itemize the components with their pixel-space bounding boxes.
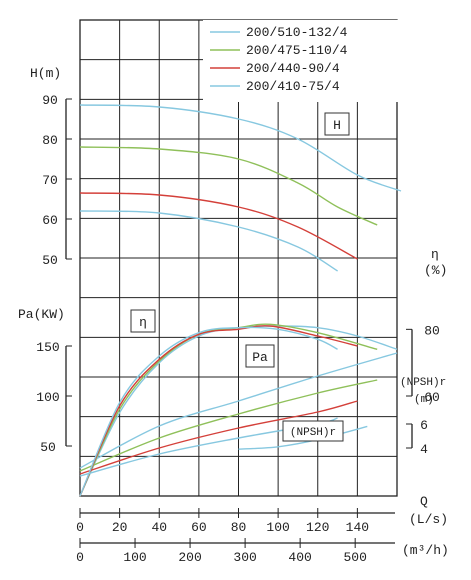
flow-ls-tick-label: 20 xyxy=(112,520,128,535)
flow-ls-tick-label: 40 xyxy=(151,520,167,535)
boxed-label-efficiency: η xyxy=(130,309,156,333)
power-tick-label: 100 xyxy=(36,390,59,405)
legend-entry: 200/475-110/4 xyxy=(246,43,348,58)
flow-ls-tick-label: 80 xyxy=(231,520,247,535)
legend: 200/510-132/4 200/475-110/4 200/440-90/4 20… xyxy=(203,20,405,102)
flow-m3h-tick-label: 100 xyxy=(123,550,146,565)
head-tick-label: 60 xyxy=(42,213,58,228)
flow-m3h-tick-label: 400 xyxy=(288,550,311,565)
head-tick-label: 90 xyxy=(42,93,58,108)
npsh-axis-unit: (m) xyxy=(414,394,434,406)
npsh-tick-label: 6 xyxy=(420,418,428,433)
legend-entry: 200/410-75/4 xyxy=(246,79,340,94)
npsh-tick-label: 4 xyxy=(420,442,428,457)
flow-m3h-tick-label: 200 xyxy=(178,550,201,565)
flow-ls-tick-label: 120 xyxy=(306,520,329,535)
legend-items: 200/510-132/4 200/475-110/4 200/440-90/4 20… xyxy=(210,25,348,94)
label-head: H xyxy=(333,118,341,133)
flow-m3h-tick-label: 300 xyxy=(233,550,256,565)
flow-m3h-tick-label: 0 xyxy=(76,550,84,565)
legend-background xyxy=(203,20,405,102)
flow-m3h-unit: (m³/h) xyxy=(402,543,449,558)
q-axis-title: Q xyxy=(420,494,428,509)
performance-curves xyxy=(79,104,402,497)
efficiency-tick-label: 60 xyxy=(424,390,440,405)
boxed-label-head: H xyxy=(324,112,350,136)
power-curve-200-475-110-4 xyxy=(79,379,378,472)
label-power: Pa xyxy=(252,350,268,365)
label-npsh: (NPSH)r xyxy=(290,427,336,439)
legend-entry: 200/440-90/4 xyxy=(246,61,340,76)
label-efficiency: η xyxy=(139,315,147,330)
head-curve-200-440-90-4 xyxy=(79,192,358,260)
head-curve-200-475-110-4 xyxy=(79,146,378,226)
efficiency-curve-200-410-75-4 xyxy=(79,326,338,497)
npsh-curve xyxy=(238,425,368,450)
npsh-axis-title: (NPSH)r xyxy=(400,377,446,389)
efficiency-curve-200-440-90-4 xyxy=(79,325,358,497)
flow-ls-tick-label: 0 xyxy=(76,520,84,535)
legend-entry: 200/510-132/4 xyxy=(246,25,348,40)
head-curve-200-410-75-4 xyxy=(79,210,338,272)
boxed-label-npsh: (NPSH)r xyxy=(282,420,344,442)
efficiency-curve-200-475-110-4 xyxy=(79,323,378,497)
efficiency-tick-label: 80 xyxy=(424,323,440,338)
head-axis-title: H(m) xyxy=(30,66,61,81)
head-curve-200-510-132-4 xyxy=(79,104,402,192)
head-tick-label: 70 xyxy=(42,173,58,188)
power-curve-200-440-90-4 xyxy=(79,400,358,475)
flow-ls-tick-label: 100 xyxy=(266,520,289,535)
head-tick-label: 80 xyxy=(42,133,58,148)
power-tick-label: 50 xyxy=(40,440,56,455)
flow-ls-tick-label: 140 xyxy=(346,520,369,535)
boxed-label-power: Pa xyxy=(245,344,275,368)
flow-m3h-tick-label: 500 xyxy=(343,550,366,565)
power-tick-label: 150 xyxy=(36,340,59,355)
efficiency-axis-title: η xyxy=(431,247,439,262)
power-axis-title: Pa(KW) xyxy=(18,307,65,322)
flow-ls-unit: (L/s) xyxy=(409,512,448,527)
head-tick-label: 50 xyxy=(42,253,58,268)
power-curve-200-510-132-4 xyxy=(79,352,398,469)
flow-ls-tick-label: 60 xyxy=(191,520,207,535)
efficiency-axis-unit: (%) xyxy=(424,263,447,278)
